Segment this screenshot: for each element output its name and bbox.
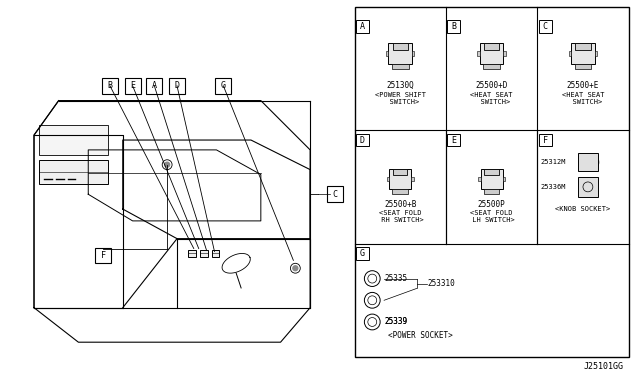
FancyBboxPatch shape: [356, 20, 369, 33]
Text: 25130Q: 25130Q: [387, 81, 414, 90]
Bar: [477, 51, 480, 56]
Text: F: F: [100, 251, 106, 260]
Text: 25339: 25339: [384, 317, 407, 327]
Text: 253310: 253310: [428, 279, 455, 288]
Text: 25500+E: 25500+E: [567, 81, 599, 90]
Text: C: C: [543, 22, 548, 31]
Bar: [389, 169, 412, 189]
Bar: [575, 43, 591, 50]
Bar: [393, 43, 408, 50]
Text: E: E: [451, 135, 456, 145]
Text: <KNOB SOCKET>: <KNOB SOCKET>: [556, 206, 611, 212]
Text: G: G: [221, 81, 226, 90]
Text: <HEAT SEAT
  SWITCH>: <HEAT SEAT SWITCH>: [562, 92, 604, 105]
Text: <SEAT FOLD
 RH SWITCH>: <SEAT FOLD RH SWITCH>: [377, 210, 424, 223]
Text: E: E: [130, 81, 135, 90]
Text: B: B: [108, 81, 113, 90]
Bar: [212, 250, 220, 257]
FancyBboxPatch shape: [169, 78, 185, 94]
Bar: [392, 189, 408, 193]
Bar: [502, 177, 505, 182]
FancyBboxPatch shape: [447, 134, 460, 147]
Bar: [484, 43, 499, 50]
Bar: [503, 51, 506, 56]
Text: J25101GG: J25101GG: [584, 362, 624, 371]
FancyBboxPatch shape: [216, 78, 231, 94]
Text: A: A: [152, 81, 157, 90]
Bar: [392, 64, 408, 69]
Text: 25500+D: 25500+D: [476, 81, 508, 90]
Text: D: D: [175, 81, 179, 90]
Text: 25500P: 25500P: [477, 200, 506, 209]
Bar: [483, 64, 500, 69]
Bar: [388, 43, 412, 64]
Text: 25335: 25335: [384, 274, 407, 283]
Bar: [484, 189, 499, 193]
Text: <SEAT FOLD
 LH SWITCH>: <SEAT FOLD LH SWITCH>: [468, 210, 515, 223]
Bar: [200, 250, 207, 257]
Bar: [481, 169, 502, 189]
Bar: [575, 64, 591, 69]
Bar: [480, 43, 503, 64]
Bar: [412, 51, 415, 56]
Bar: [39, 125, 108, 155]
Text: D: D: [360, 135, 365, 145]
Bar: [484, 169, 499, 176]
Bar: [393, 169, 407, 176]
Bar: [387, 177, 389, 182]
FancyBboxPatch shape: [356, 134, 369, 147]
Text: <POWER SOCKET>: <POWER SOCKET>: [388, 331, 452, 340]
FancyBboxPatch shape: [327, 186, 342, 202]
Text: 25500+B: 25500+B: [384, 200, 417, 209]
Bar: [478, 177, 481, 182]
Bar: [569, 51, 572, 56]
Bar: [39, 160, 108, 185]
Text: 25336M: 25336M: [540, 184, 566, 190]
Bar: [572, 43, 595, 64]
Bar: [188, 250, 196, 257]
FancyBboxPatch shape: [95, 247, 111, 263]
Bar: [386, 51, 388, 56]
Text: F: F: [543, 135, 548, 145]
FancyBboxPatch shape: [125, 78, 141, 94]
FancyBboxPatch shape: [102, 78, 118, 94]
Text: <POWER SHIFT
  SWITCH>: <POWER SHIFT SWITCH>: [374, 92, 426, 105]
Bar: [355, 7, 628, 357]
Text: A: A: [360, 22, 365, 31]
Text: G: G: [360, 249, 365, 258]
Text: C: C: [332, 190, 337, 199]
FancyBboxPatch shape: [447, 20, 460, 33]
Text: 25339: 25339: [384, 317, 407, 327]
Text: B: B: [451, 22, 456, 31]
Bar: [412, 177, 413, 182]
Text: <HEAT SEAT
  SWITCH>: <HEAT SEAT SWITCH>: [470, 92, 513, 105]
Text: 25312M: 25312M: [540, 159, 566, 165]
Bar: [595, 51, 597, 56]
Bar: [578, 177, 598, 197]
FancyBboxPatch shape: [147, 78, 162, 94]
FancyBboxPatch shape: [539, 20, 552, 33]
Circle shape: [293, 266, 298, 271]
Circle shape: [164, 162, 170, 167]
Bar: [578, 153, 598, 171]
FancyBboxPatch shape: [356, 247, 369, 260]
FancyBboxPatch shape: [539, 134, 552, 147]
